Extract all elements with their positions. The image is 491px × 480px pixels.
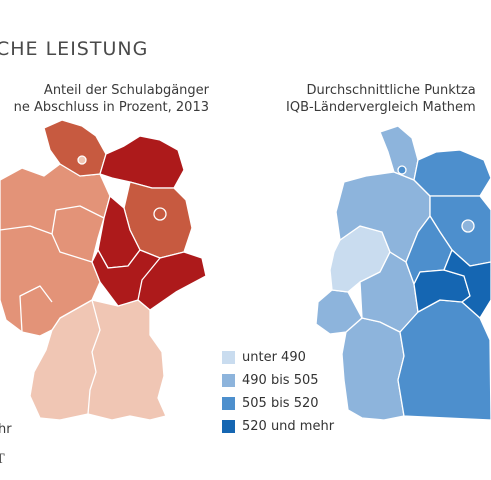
left-map-subtitle: Anteil der Schulabgänger ne Abschluss in…	[14, 82, 209, 116]
source-mark: T	[0, 452, 5, 467]
legend-item: 505 bis 520	[222, 392, 334, 415]
left-map-border-bw	[87, 299, 101, 415]
left-map-border-sachsen	[137, 257, 161, 301]
left-map-region-north	[43, 119, 107, 177]
right-map-region-mv	[413, 149, 491, 197]
right-map-region-bw	[341, 317, 405, 421]
right-map-subtitle-line-2: IQB-Ländervergleich Mathem	[286, 100, 476, 115]
right-map-subtitle: Durchschnittliche Punktza IQB-Länderverg…	[286, 82, 476, 116]
left-map-region-mv	[99, 135, 185, 189]
legend-swatch	[222, 420, 235, 433]
legend-swatch	[222, 374, 235, 387]
legend-label: 505 bis 520	[242, 396, 319, 411]
legend-label: 520 und mehr	[242, 419, 335, 434]
left-map-legend-fragment: hr	[0, 422, 12, 437]
left-map-region-southeast	[91, 249, 207, 311]
left-map-subtitle-line-1: Anteil der Schulabgänger	[43, 83, 209, 98]
legend-label: 490 bis 505	[242, 373, 319, 388]
legend-swatch	[222, 351, 235, 364]
legend-item: 490 bis 505	[222, 369, 334, 392]
left-map-subtitle-line-2: ne Abschluss in Prozent, 2013	[13, 100, 209, 115]
right-map-hamburg	[397, 165, 407, 175]
right-map-legend: unter 490 490 bis 505 505 bis 520 520 un…	[222, 346, 334, 438]
left-map-border-west-3	[51, 205, 105, 235]
legend-label: unter 490	[242, 350, 306, 365]
right-map-berlin	[461, 219, 475, 233]
legend-item: unter 490	[222, 346, 334, 369]
right-map-region-sachsen	[443, 249, 491, 319]
page-title: CHE LEISTUNG	[0, 38, 149, 60]
left-map-hamburg	[77, 155, 87, 165]
right-map	[315, 125, 491, 421]
left-map	[0, 119, 207, 421]
left-map-border-west-2	[19, 285, 53, 333]
legend-item: 520 und mehr	[222, 415, 334, 438]
left-map-berlin	[153, 207, 167, 221]
right-map-subtitle-line-1: Durchschnittliche Punktza	[306, 83, 476, 98]
legend-swatch	[222, 397, 235, 410]
